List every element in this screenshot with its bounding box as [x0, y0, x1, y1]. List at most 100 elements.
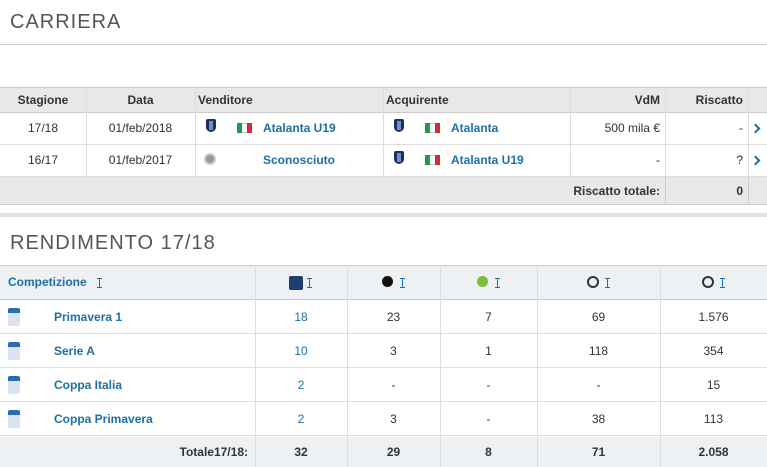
- total-value: 8: [485, 445, 492, 459]
- sort-icon: [496, 278, 498, 288]
- stat-value[interactable]: 18: [294, 310, 308, 324]
- flag-green: [425, 155, 430, 165]
- sort-down: [719, 287, 725, 288]
- column-header: Data: [127, 93, 154, 107]
- flag-white: [242, 123, 247, 133]
- total-label: Totale17/18:: [179, 445, 248, 459]
- club-badge-stripe: [397, 153, 401, 162]
- stat-value[interactable]: 2: [297, 378, 305, 392]
- column-divider: [660, 437, 661, 467]
- competition[interactable]: Primavera 1: [54, 310, 123, 324]
- column-divider: [665, 87, 666, 177]
- stat-value: -: [486, 412, 491, 426]
- column-divider: [537, 265, 538, 467]
- column-icon: [701, 276, 714, 288]
- row-arrow: [750, 123, 761, 134]
- column-divider: [537, 437, 538, 467]
- stat-value: -: [596, 378, 601, 392]
- total-label: Riscatto totale:: [573, 184, 660, 198]
- column-divider: [347, 265, 348, 467]
- market-value: -: [656, 153, 660, 167]
- stat-value: 118: [588, 344, 609, 358]
- column-icon: [476, 276, 488, 287]
- row-border: [0, 435, 767, 436]
- column-divider: [255, 265, 256, 467]
- column-header: Venditore: [198, 93, 253, 107]
- competition-logo: [8, 376, 20, 394]
- season: 17/18: [27, 121, 59, 135]
- stat-value: 113: [703, 412, 724, 426]
- stat-value: 3: [390, 344, 397, 358]
- club-badge-stripe: [209, 121, 213, 130]
- row-border: [0, 333, 767, 334]
- date: 01/feb/2017: [108, 153, 173, 167]
- option-fee: ?: [736, 153, 743, 167]
- column-divider: [383, 87, 384, 177]
- season: 16/17: [27, 153, 59, 167]
- flag-green: [425, 123, 430, 133]
- stat-value[interactable]: 2: [297, 412, 305, 426]
- stat-value: -: [391, 378, 396, 392]
- total-value: 29: [386, 445, 401, 459]
- club-badge-stripe: [397, 121, 401, 130]
- flag-white: [430, 155, 435, 165]
- sort-icon: [309, 278, 310, 288]
- stat-value: 3: [390, 412, 397, 426]
- stat-value: 23: [386, 310, 401, 324]
- column-divider: [660, 265, 661, 467]
- seller[interactable]: Atalanta U19: [263, 121, 336, 135]
- stat-value: 7: [485, 310, 492, 324]
- seller[interactable]: Sconosciuto: [263, 153, 336, 167]
- sort-up: [307, 278, 312, 279]
- sort-icon: [721, 278, 723, 288]
- flag-red: [247, 123, 252, 133]
- row-border: [0, 367, 767, 368]
- divider: [0, 213, 767, 217]
- column-divider: [748, 87, 749, 205]
- column-divider: [86, 87, 87, 177]
- sort-up: [494, 278, 500, 279]
- flag-green: [237, 123, 242, 133]
- divider: [0, 44, 767, 45]
- unknown-badge: [204, 153, 216, 165]
- sort-up: [719, 278, 725, 279]
- stat-value[interactable]: 10: [294, 344, 308, 358]
- column-divider: [440, 437, 441, 467]
- competition-logo: [8, 308, 20, 326]
- stat-value: 354: [703, 344, 724, 358]
- column-divider: [195, 87, 196, 177]
- section-title: CARRIERA: [10, 11, 122, 33]
- competition[interactable]: Coppa Italia: [54, 378, 123, 392]
- column-header: VdM: [634, 93, 660, 107]
- competition[interactable]: Coppa Primavera: [54, 412, 153, 426]
- total-value: 0: [736, 184, 743, 198]
- column-divider: [255, 437, 256, 467]
- competition-logo: [8, 410, 20, 428]
- competition-logo: [8, 342, 20, 360]
- sort-down: [494, 287, 500, 288]
- column-header[interactable]: Competizione: [8, 275, 87, 289]
- total-value: 2.058: [698, 445, 729, 459]
- column-header: Stagione: [17, 93, 69, 107]
- column-divider: [665, 177, 666, 205]
- stat-value: 69: [591, 310, 606, 324]
- row-arrow: [750, 155, 761, 166]
- column-divider: [347, 437, 348, 467]
- buyer[interactable]: Atalanta: [451, 121, 499, 135]
- column-icon: [289, 276, 303, 290]
- section-title: RENDIMENTO 17/18: [10, 232, 216, 254]
- column-divider: [440, 265, 441, 467]
- sort-up: [604, 278, 610, 279]
- competition[interactable]: Serie A: [54, 344, 95, 358]
- sort-icon: [606, 278, 608, 288]
- column-divider: [748, 177, 749, 205]
- sort-down: [307, 287, 312, 288]
- market-value: 500 mila €: [604, 121, 660, 135]
- stat-value: 1: [485, 344, 492, 358]
- buyer[interactable]: Atalanta U19: [451, 153, 524, 167]
- row-border: [0, 144, 767, 145]
- option-fee: -: [739, 121, 743, 135]
- sort-down: [97, 287, 102, 288]
- total-row-bg: [0, 177, 767, 205]
- stat-value: 38: [591, 412, 606, 426]
